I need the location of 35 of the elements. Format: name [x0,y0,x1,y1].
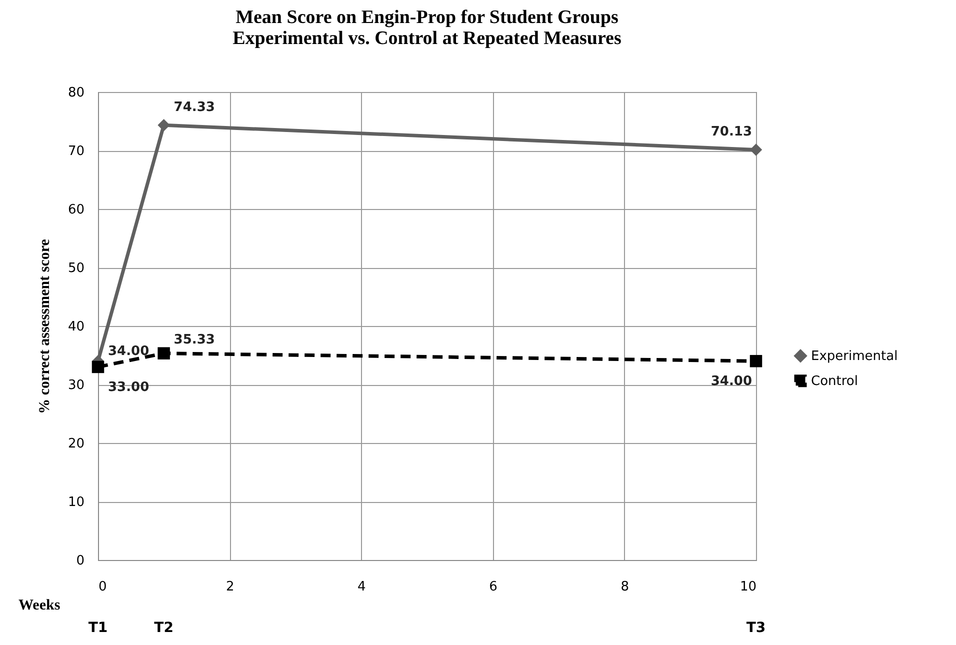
data-label: 34.00 [108,344,150,360]
data-label: 34.00 [710,374,752,390]
y-tick-label: 70 [68,144,84,159]
y-tick-label: 10 [68,495,84,510]
x-tick-label: 8 [620,580,630,594]
y-tick-label: 20 [68,436,84,452]
text: T1 [88,620,108,636]
x-tick-label: 0 [98,580,107,594]
y-tick-label: 30 [68,378,84,393]
y-tick-label: 50 [68,261,84,276]
y-axis-title: % correct assessment score [36,238,53,414]
point [158,119,170,132]
data-label: 70.13 [710,124,752,140]
y-tick-label: 40 [68,320,84,334]
text: T2 [154,620,174,636]
x-tick-label: 10 [740,580,756,594]
point [158,347,170,360]
text: T3 [746,620,766,636]
data-label: 35.33 [174,332,215,348]
x-axis-title: Weeks [18,598,60,614]
point [750,144,762,156]
y-tick-label: 80 [68,86,84,100]
y-tick-label: 60 [68,202,84,218]
legend-label: Experimental [811,348,898,364]
chart-subtitle: Experimental vs. Control at Repeated Measures [232,28,622,49]
x-tick-label: 2 [226,580,234,594]
x-tick-label: 4 [358,580,366,594]
chart-title: Mean Score on Engin-Prop for Student Groups [236,7,618,28]
legend-label: Control [811,374,858,389]
x-tick-label: 6 [489,580,498,594]
data-label: 74.33 [174,100,215,116]
y-tick-label: 0 [76,554,84,568]
point [750,354,762,368]
data-label: 33.00 [108,380,150,395]
point [92,360,104,374]
